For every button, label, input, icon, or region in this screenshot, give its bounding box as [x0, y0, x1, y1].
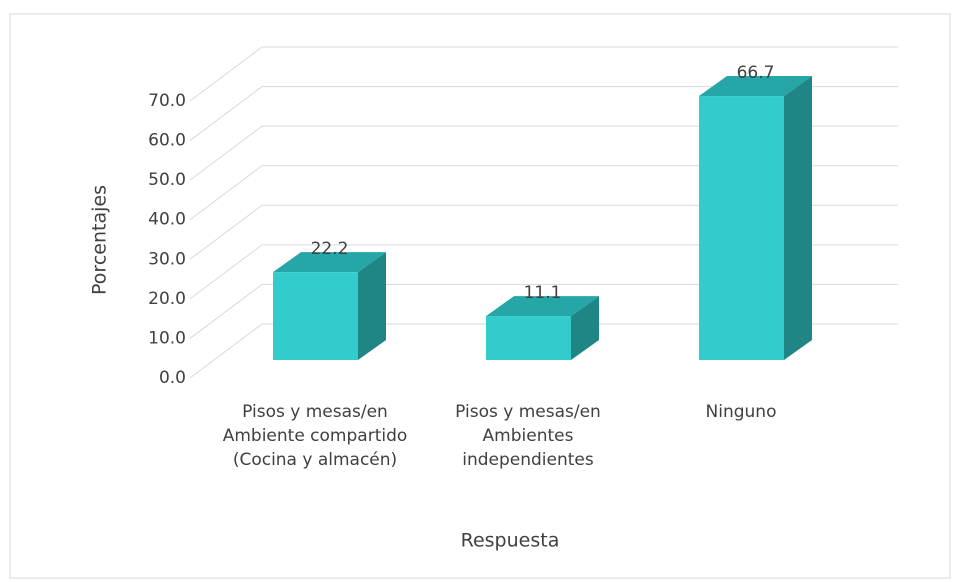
bar — [273, 272, 358, 360]
x-tick-label: Pisos y mesas/en Ambiente compartido (Co… — [222, 402, 408, 470]
grid-line — [189, 284, 263, 339]
grid-line — [189, 323, 263, 379]
bar — [486, 316, 571, 360]
y-tick-label: 40.0 — [148, 210, 186, 230]
grid-line — [189, 46, 263, 102]
y-tick-label: 50.0 — [148, 170, 186, 190]
grid-line — [189, 204, 263, 260]
grid-line — [189, 125, 263, 181]
y-tick-label: 60.0 — [148, 131, 186, 151]
data-label: 66.7 — [737, 63, 775, 83]
x-axis-title: Respuesta — [461, 530, 560, 552]
y-tick-label: 70.0 — [148, 91, 186, 111]
bar-side — [358, 252, 386, 360]
bar-top — [486, 296, 599, 317]
bar-top — [699, 76, 812, 97]
y-tick-label: 10.0 — [148, 328, 186, 348]
bar-side — [784, 76, 812, 361]
x-tick-label: Pisos y mesas/en Ambientes independiente… — [455, 402, 601, 470]
bar-top — [273, 252, 386, 273]
grid-line — [189, 244, 263, 300]
y-tick-label: 30.0 — [148, 249, 186, 269]
bar — [699, 96, 784, 361]
bar-side — [571, 296, 599, 360]
y-axis-title: Porcentajes — [89, 185, 111, 295]
grid-line — [189, 86, 263, 141]
y-tick-label: 0.0 — [159, 368, 186, 388]
data-label: 11.1 — [524, 283, 562, 303]
x-tick-label: Ninguno — [705, 402, 777, 422]
y-tick-label: 20.0 — [148, 289, 186, 309]
grid-line — [189, 165, 263, 221]
data-label: 22.2 — [311, 239, 349, 259]
